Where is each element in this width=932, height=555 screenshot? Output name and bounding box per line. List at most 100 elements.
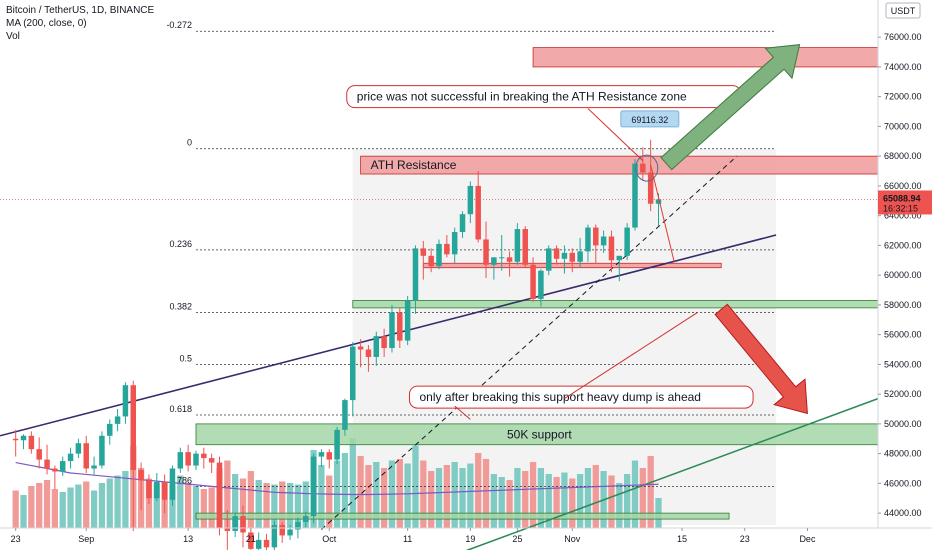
volume-bar bbox=[153, 483, 160, 528]
volume-bar bbox=[106, 478, 113, 528]
time-tick-label: Nov bbox=[564, 534, 581, 544]
fib-level-label: 0.618 bbox=[169, 404, 192, 414]
price-tick-label: 62000.00 bbox=[884, 240, 922, 250]
candle-body bbox=[569, 252, 576, 262]
chart-legend: Bitcoin / TetherUS, 1D, BINANCE MA (200,… bbox=[6, 4, 154, 43]
currency-badge[interactable]: USDT bbox=[885, 2, 921, 19]
candle-body bbox=[530, 264, 536, 299]
candle-body bbox=[350, 346, 356, 401]
candle-body bbox=[263, 539, 270, 548]
trend-line bbox=[451, 397, 879, 555]
time-tick-label: 15 bbox=[677, 534, 687, 544]
candle-body bbox=[20, 435, 27, 441]
callout-text: price was not successful in breaking the… bbox=[357, 90, 687, 104]
candle-body bbox=[365, 349, 372, 357]
ma-indicator-label[interactable]: MA (200, close, 0) bbox=[6, 18, 87, 29]
volume-bar bbox=[200, 489, 207, 528]
volume-bar bbox=[482, 459, 490, 528]
candle-body bbox=[177, 452, 184, 469]
candle-body bbox=[397, 312, 403, 341]
candle-body bbox=[538, 270, 544, 299]
candle-body bbox=[546, 248, 552, 271]
volume-bar bbox=[380, 468, 388, 528]
volume-bar bbox=[435, 468, 443, 528]
candle-body bbox=[59, 461, 66, 472]
volume-bar bbox=[271, 484, 278, 528]
time-tick-label: 19 bbox=[465, 534, 475, 544]
candle-body bbox=[232, 516, 238, 531]
candle-body bbox=[475, 185, 481, 240]
last-price-tag-box bbox=[878, 190, 932, 215]
volume-bar bbox=[20, 495, 27, 528]
fib-level-label: 0.786 bbox=[169, 475, 192, 485]
price-tick-label: 56000.00 bbox=[884, 330, 922, 340]
symbol-title[interactable]: Bitcoin / TetherUS, 1D, BINANCE bbox=[6, 5, 155, 16]
volume-bar bbox=[28, 486, 35, 528]
volume-bar bbox=[522, 471, 529, 528]
candle-body bbox=[271, 525, 278, 548]
candle-body bbox=[577, 251, 583, 262]
volume-bar bbox=[326, 475, 333, 528]
callout-text: only after breaking this support heavy d… bbox=[419, 390, 701, 404]
callout-box bbox=[408, 385, 754, 409]
price-tick-label: 68000.00 bbox=[884, 151, 922, 161]
volume-bar bbox=[514, 468, 521, 528]
candle-body bbox=[310, 456, 317, 517]
volume-bar bbox=[185, 483, 192, 528]
candle-body bbox=[154, 481, 160, 499]
candle-body bbox=[44, 459, 50, 469]
price-label-text: 69116.32 bbox=[631, 115, 668, 125]
callout-pointer bbox=[564, 311, 698, 400]
volume-bar bbox=[114, 475, 121, 528]
volume-bar bbox=[569, 478, 576, 528]
time-tick-label: 23 bbox=[740, 534, 750, 544]
price-tick-label: 60000.00 bbox=[884, 270, 922, 280]
candle-body bbox=[122, 385, 129, 417]
resistance-zone bbox=[532, 47, 879, 68]
candle-body bbox=[99, 435, 105, 466]
time-tick-label: Oct bbox=[322, 534, 337, 544]
volume-bar bbox=[561, 472, 568, 528]
candle-body bbox=[318, 452, 325, 457]
trend-line bbox=[0, 234, 777, 437]
trendlines-layer bbox=[0, 155, 879, 555]
volume-bar bbox=[232, 474, 239, 528]
volume-bar bbox=[616, 483, 623, 528]
volume-bar bbox=[67, 487, 74, 528]
candle-body bbox=[467, 185, 474, 215]
candle-body bbox=[404, 300, 411, 341]
volume-bar bbox=[59, 492, 66, 528]
volume-indicator-label[interactable]: Vol bbox=[6, 31, 20, 42]
volume-bar bbox=[98, 483, 106, 528]
volume-bar bbox=[357, 456, 364, 528]
volume-bar bbox=[51, 489, 59, 528]
candle-body bbox=[91, 465, 97, 469]
price-tick-label: 72000.00 bbox=[884, 92, 922, 102]
volume-bar bbox=[294, 484, 302, 528]
currency-badge-text: USDT bbox=[891, 6, 916, 16]
bar-countdown: 16:32:15 bbox=[883, 203, 918, 213]
candle-body bbox=[342, 400, 348, 430]
volume-bar bbox=[36, 483, 43, 528]
candle-body bbox=[593, 227, 599, 246]
candle-body bbox=[255, 539, 262, 549]
candle-body bbox=[130, 385, 137, 470]
currency-badge-box bbox=[885, 2, 921, 19]
time-tick-label: Sep bbox=[78, 534, 94, 544]
candle-body bbox=[412, 248, 419, 301]
candle-body bbox=[326, 452, 332, 460]
highlight-circle bbox=[635, 154, 659, 182]
bearish-arrow bbox=[714, 303, 808, 415]
volume-bar bbox=[467, 463, 474, 528]
price-tick-label: 44000.00 bbox=[884, 508, 922, 518]
candle-body bbox=[498, 257, 505, 259]
volume-bar bbox=[576, 474, 584, 528]
volume-bar bbox=[365, 465, 372, 528]
candle-body bbox=[67, 453, 74, 462]
volume-bar bbox=[553, 477, 560, 528]
candle-body bbox=[224, 528, 231, 531]
